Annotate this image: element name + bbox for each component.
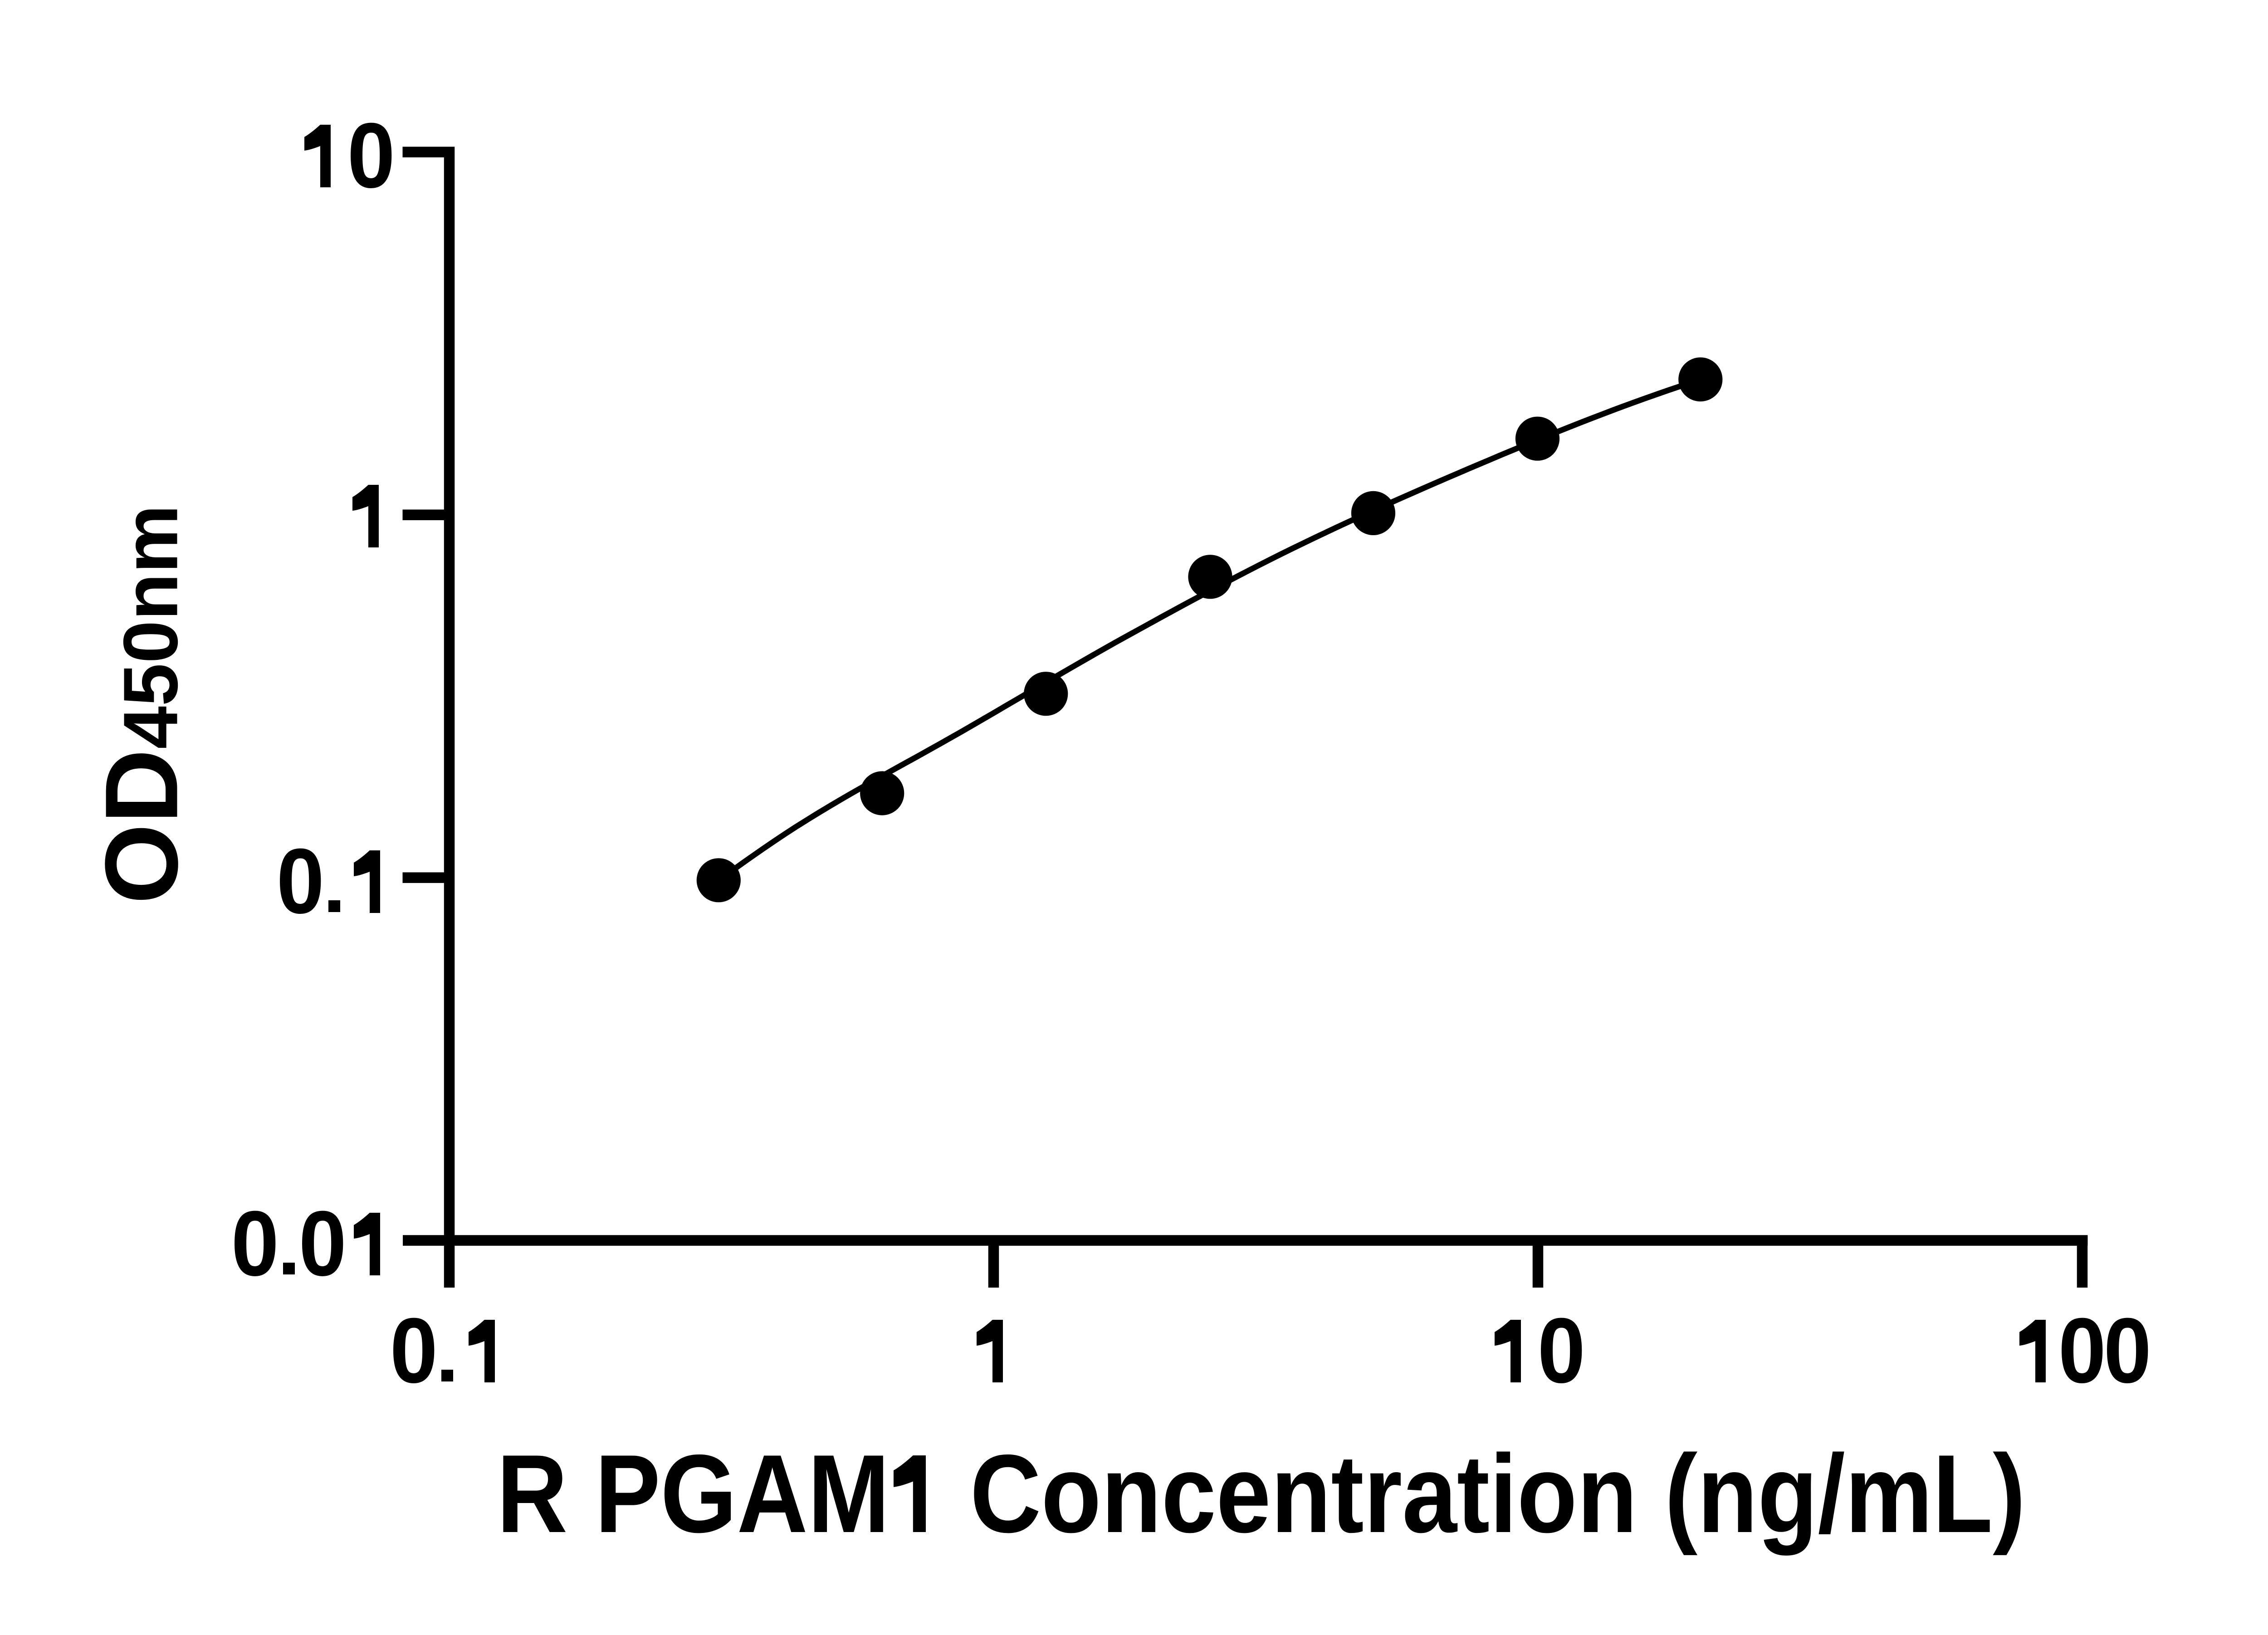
svg-text:0: 0: [299, 1192, 347, 1295]
svg-text:0: 0: [2104, 1299, 2152, 1402]
svg-text:0: 0: [1538, 1299, 1586, 1402]
svg-text:0: 0: [390, 1299, 438, 1402]
svg-text:OD450nm: OD450nm: [84, 505, 200, 904]
svg-text:Concentration (ng/mL): Concentration (ng/mL): [970, 1432, 2026, 1556]
svg-text:0: 0: [277, 830, 325, 933]
svg-text:0: 0: [347, 104, 396, 207]
svg-text:R PGAM: R PGAM: [497, 1432, 890, 1556]
svg-text:0: 0: [231, 1192, 279, 1295]
svg-text:0: 0: [2058, 1299, 2107, 1402]
